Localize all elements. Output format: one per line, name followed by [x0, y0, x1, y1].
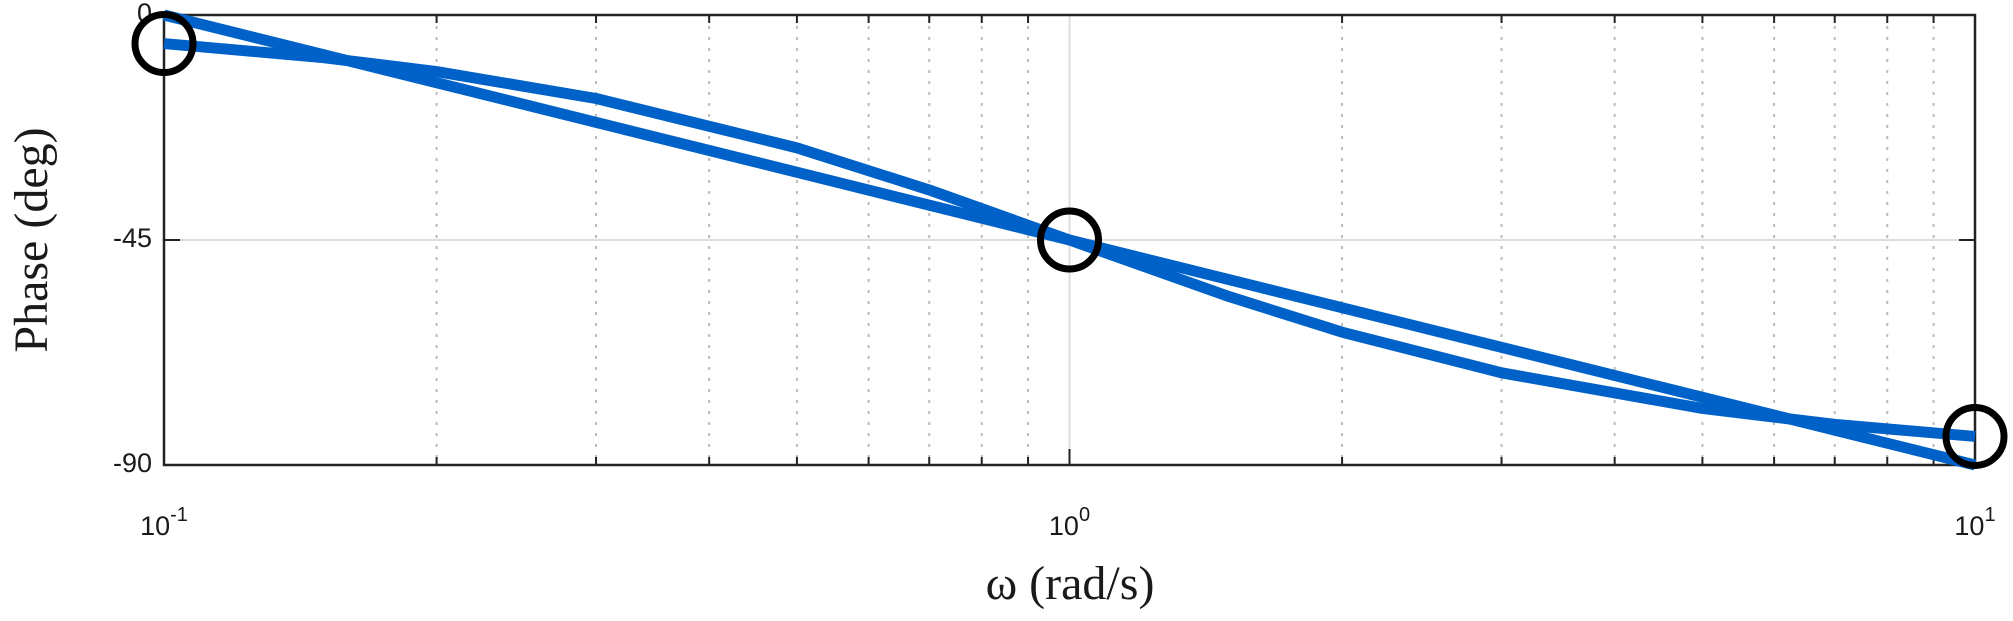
x-tick-exponent: 1 [1984, 504, 1995, 526]
marker [1037, 207, 1102, 273]
x-tick-label: 101 [1954, 504, 1995, 541]
line [162, 9, 1977, 471]
x-tick-label: 10-1 [140, 504, 188, 541]
x-tick-exponent: 0 [1079, 504, 1090, 526]
x-tick-base: 10 [1049, 511, 1079, 541]
marker [131, 11, 197, 77]
x-tick-label: 100 [1049, 504, 1090, 541]
y-axis-label: Phase (deg) [5, 127, 58, 352]
x-tick-exponent: -1 [170, 504, 188, 526]
plot-frame [162, 13, 1977, 467]
marker [1942, 403, 2008, 469]
y-tick-label: -90 [113, 448, 152, 478]
x-tick-base: 10 [1954, 511, 1984, 541]
y-tick-label: -45 [113, 223, 152, 253]
x-axis-label: ω (rad/s) [986, 557, 1155, 610]
x-tick-base: 10 [140, 511, 170, 541]
